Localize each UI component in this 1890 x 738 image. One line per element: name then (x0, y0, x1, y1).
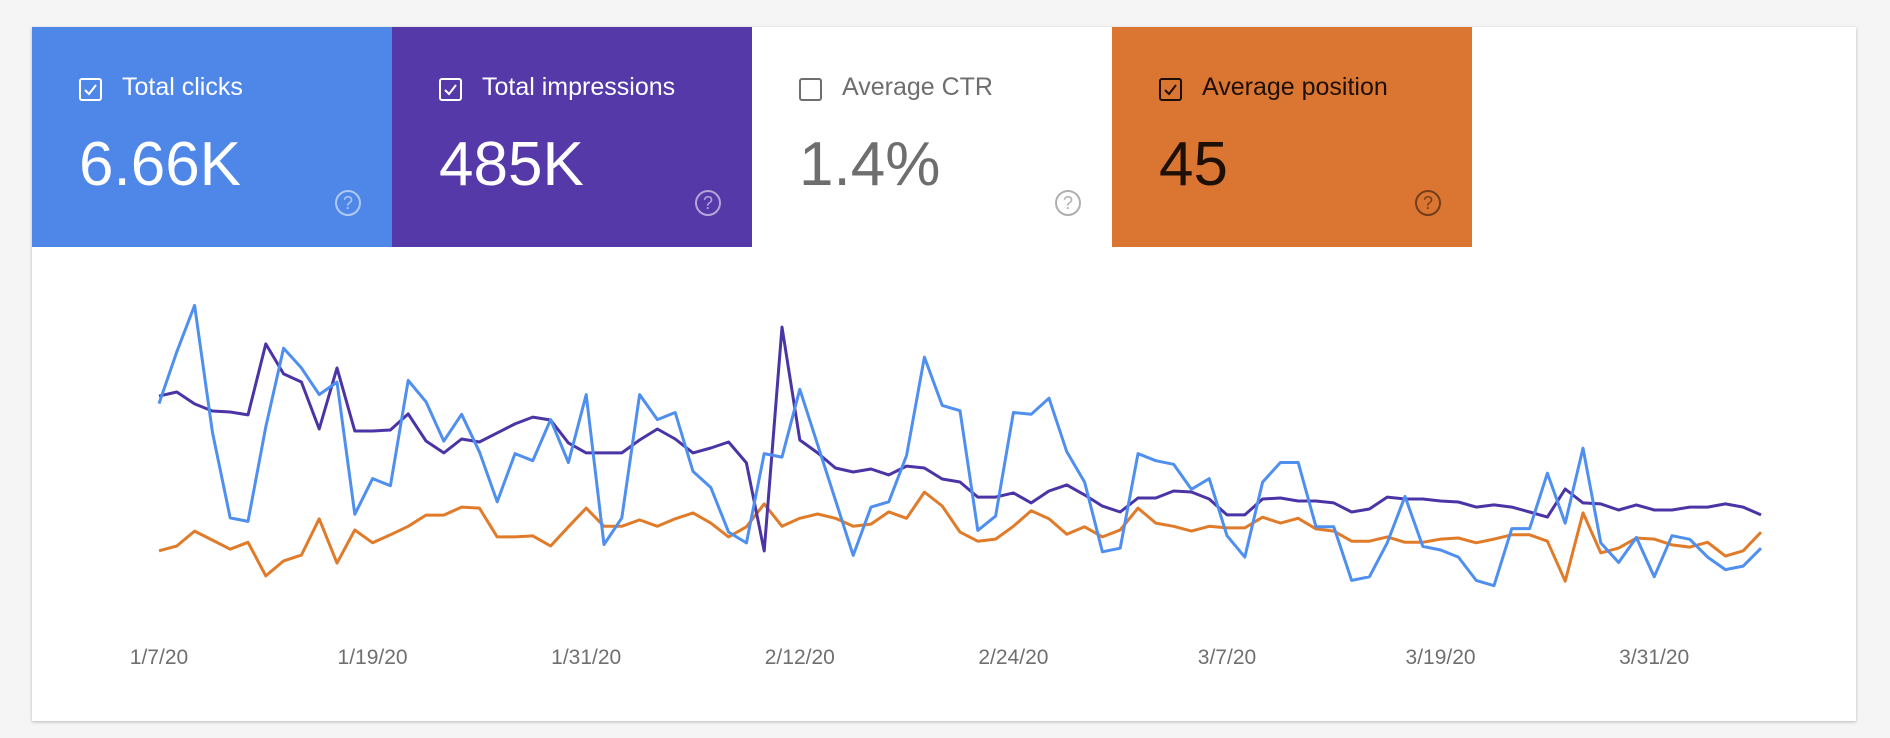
checkbox-checked-icon[interactable] (1159, 78, 1182, 101)
help-icon[interactable]: ? (335, 190, 361, 216)
series-lines (157, 303, 1763, 588)
checkbox-unchecked-icon[interactable] (799, 78, 822, 101)
x-axis: 1/7/20 1/19/20 1/31/20 2/12/20 2/24/20 3/7/20… (130, 646, 1689, 669)
series-line-total-impressions[interactable] (158, 325, 1762, 553)
tile-total-impressions[interactable]: Total impressions 485K ? (392, 27, 752, 247)
x-tick-label: 3/19/20 (1406, 646, 1476, 669)
x-tick-label: 3/7/20 (1198, 646, 1256, 669)
metric-value: 6.66K (79, 130, 242, 199)
performance-card: Total clicks 6.66K ? Total impressions 4… (32, 27, 1856, 721)
checkbox-checked-icon[interactable] (79, 78, 102, 101)
tile-average-position[interactable]: Average position 45 ? (1112, 27, 1472, 247)
x-tick-label: 1/7/20 (130, 646, 188, 669)
metric-label: Total clicks (122, 73, 243, 101)
series-line-total-clicks[interactable] (157, 303, 1763, 588)
metric-label: Average CTR (842, 73, 993, 101)
help-icon[interactable]: ? (1415, 190, 1441, 216)
x-tick-label: 2/12/20 (765, 646, 835, 669)
tile-total-clicks[interactable]: Total clicks 6.66K ? (32, 27, 392, 247)
metric-value: 1.4% (799, 130, 941, 199)
x-tick-label: 2/24/20 (978, 646, 1048, 669)
performance-line-chart[interactable]: 1/7/20 1/19/20 1/31/20 2/12/20 2/24/20 3/7/20… (32, 27, 1856, 721)
checkbox-checked-icon[interactable] (439, 78, 462, 101)
metric-label: Total impressions (482, 73, 676, 101)
x-tick-label: 1/19/20 (338, 646, 408, 669)
metric-label: Average position (1202, 73, 1388, 101)
metric-value: 45 (1159, 130, 1228, 199)
help-icon[interactable]: ? (695, 190, 721, 216)
series-line-average-position[interactable] (158, 490, 1763, 583)
x-tick-label: 1/31/20 (551, 646, 621, 669)
metric-value: 485K (439, 130, 584, 199)
tile-average-ctr[interactable]: Average CTR 1.4% ? (752, 27, 1112, 247)
help-icon[interactable]: ? (1055, 190, 1081, 216)
x-tick-label: 3/31/20 (1619, 646, 1689, 669)
